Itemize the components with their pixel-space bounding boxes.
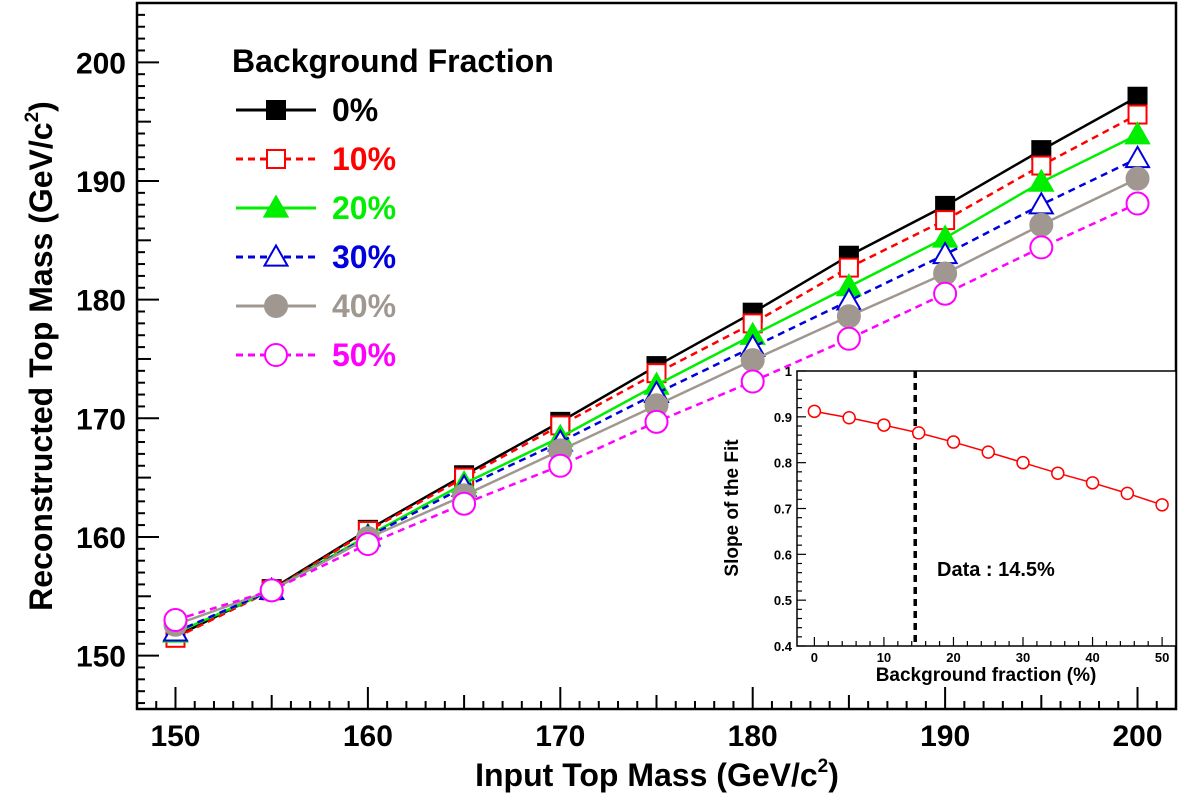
legend-marker (266, 149, 286, 169)
legend: 0% 10% 20% 30% 40% 50% (236, 92, 396, 373)
inset-x-tick-label: 50 (1155, 650, 1169, 665)
inset-x-tick-label: 0 (811, 650, 818, 665)
legend-entry: 40% (236, 288, 396, 324)
series-50pct (163, 191, 1150, 633)
data-point (836, 304, 861, 329)
inset-data-point (1016, 455, 1030, 470)
legend-label: 20% (332, 190, 396, 226)
legend-marker (266, 100, 286, 120)
legend-entry: 10% (236, 141, 396, 177)
inset-y-tick-label: 0.8 (774, 456, 792, 471)
legend-marker (262, 194, 290, 218)
inset-data-point (946, 435, 961, 449)
x-tick-label: 200 (1112, 720, 1162, 753)
data-point (1127, 104, 1148, 125)
inset-data-point (1085, 476, 1100, 490)
inset-data-point (842, 411, 856, 425)
data-point (452, 491, 477, 516)
data-point (836, 326, 861, 351)
data-point (259, 578, 284, 603)
inset-y-tick-label: 0.9 (774, 410, 792, 425)
data-point (548, 453, 573, 478)
x-tick-label: 180 (728, 720, 778, 753)
legend-label: 50% (332, 337, 396, 373)
legend-label: 30% (332, 239, 396, 275)
inset-data-point (1155, 498, 1169, 512)
inset-chart: 0 10 20 30 40 50 0.4 0.5 0.6 0.7 0.8 0.9 1 Data : 14… (722, 364, 1177, 686)
x-axis-title-main: Input Top Mass (GeV/c (475, 757, 818, 793)
data-point (644, 409, 669, 434)
data-point (1125, 166, 1150, 191)
inset-data-point (807, 404, 822, 419)
inset-y-tick-label: 0.5 (774, 593, 792, 608)
y-tick-label: 180 (76, 285, 126, 318)
inset-y-tick-label: 0.7 (774, 502, 792, 517)
legend-entry: 50% (236, 337, 396, 373)
inset-annotation: Data : 14.5% (937, 559, 1055, 581)
legend-entry: 0% (236, 92, 378, 128)
data-point (933, 261, 958, 286)
inset-x-tick-label: 20 (946, 650, 960, 665)
data-point (355, 532, 380, 557)
main-series-layer (162, 86, 1151, 648)
y-tick-label: 170 (76, 403, 126, 436)
data-point (1127, 86, 1148, 107)
data-point (1124, 144, 1151, 169)
x-axis-title: Input Top Mass (GeV/c2) (475, 756, 839, 793)
data-point (1028, 191, 1055, 215)
y-tick-label: 160 (76, 522, 126, 555)
inset-y-tick-label: 1 (785, 364, 792, 379)
legend-marker (264, 343, 288, 367)
data-point (1125, 191, 1150, 216)
inset-background (797, 371, 1176, 646)
legend-marker (264, 294, 288, 318)
y-axis-title-sup: 2 (22, 112, 43, 123)
inset-x-tick-label: 40 (1085, 650, 1099, 665)
y-axis-title-tail: ) (23, 101, 59, 112)
x-tick-label: 190 (920, 720, 970, 753)
x-tick-label: 170 (535, 720, 585, 753)
y-axis-title: Reconstructed Top Mass (GeV/c2) (22, 101, 59, 611)
data-point (740, 348, 765, 373)
inset-data-point (1051, 466, 1065, 480)
inset-y-axis-title: Slope of the Fit (722, 439, 743, 577)
x-axis-title-sup: 2 (818, 756, 829, 777)
data-point (1029, 212, 1054, 237)
data-point (1028, 168, 1055, 192)
data-point (740, 369, 765, 394)
legend-entry: 30% (236, 239, 396, 275)
legend-entry: 20% (236, 190, 396, 226)
y-tick-label: 150 (76, 641, 126, 674)
legend-title: Background Fraction (232, 43, 554, 79)
x-tick-label: 160 (343, 720, 393, 753)
legend-label: 10% (332, 141, 396, 177)
data-point (1029, 235, 1054, 260)
series-line (174, 157, 1139, 634)
x-tick-label: 150 (150, 720, 200, 753)
data-point (1124, 121, 1151, 145)
data-point (933, 281, 958, 306)
inset-y-tick-label: 0.4 (774, 639, 793, 654)
legend-marker (262, 243, 290, 267)
inset-x-tick-label: 30 (1016, 650, 1030, 665)
y-axis-title-main: Reconstructed Top Mass (GeV/c (23, 122, 59, 610)
legend-label: 40% (332, 288, 396, 324)
y-tick-label: 190 (76, 166, 126, 199)
inset-data-point (981, 445, 995, 459)
legend-label: 0% (332, 92, 378, 128)
inset-series-layer (807, 404, 1169, 512)
inset-data-point (911, 426, 926, 440)
inset-data-point (1120, 486, 1135, 501)
inset-x-axis-title: Background fraction (%) (876, 665, 1097, 686)
data-point (163, 608, 188, 633)
inset-axis-ticks: 0 10 20 30 40 50 0.4 0.5 0.6 0.7 0.8 0.9 1 (774, 364, 1169, 665)
y-tick-label: 200 (76, 47, 126, 80)
x-axis-title-tail: ) (828, 757, 839, 793)
inset-x-tick-label: 10 (877, 650, 891, 665)
inset-data-point (877, 418, 891, 432)
inset-y-tick-label: 0.6 (774, 547, 792, 562)
series-line (174, 113, 1139, 639)
